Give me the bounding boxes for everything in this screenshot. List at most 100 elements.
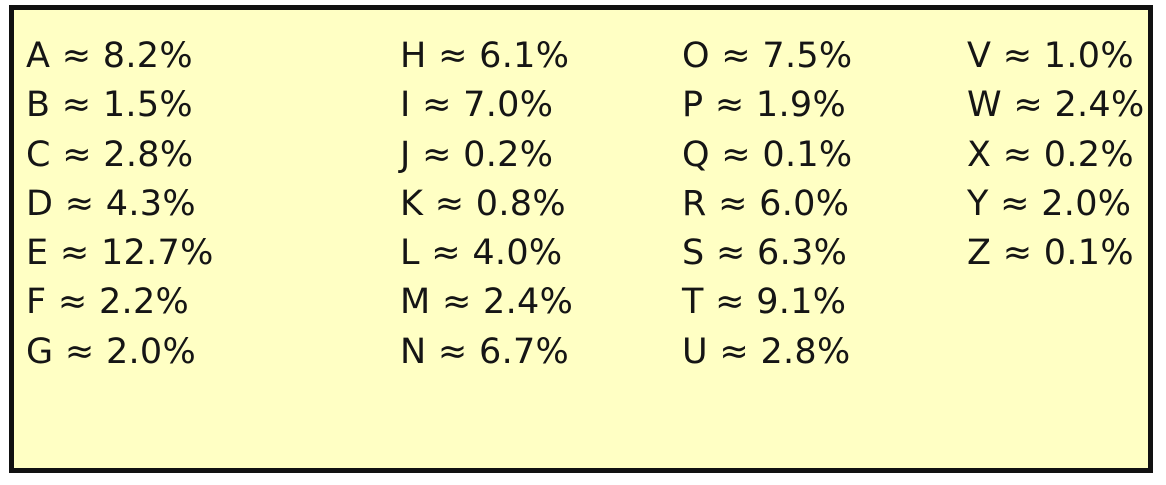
frequency-value: 2.2% xyxy=(98,282,190,323)
letter-label: E xyxy=(26,233,49,274)
approx-symbol: ≈ xyxy=(441,282,472,323)
frequency-column-v-z: V ≈ 1.0% W ≈ 2.4% X ≈ 0.2% Y ≈ 2.0% Z ≈ … xyxy=(967,24,1145,286)
letter-label: R xyxy=(682,183,707,224)
approx-symbol: ≈ xyxy=(1002,36,1033,76)
approx-symbol: ≈ xyxy=(64,331,95,372)
frequency-entry-y: Y ≈ 2.0% xyxy=(967,172,1145,237)
approx-symbol: ≈ xyxy=(62,134,92,175)
frequency-entry-e: E ≈ 12.7% xyxy=(26,221,214,286)
approx-symbol: ≈ xyxy=(422,85,452,126)
letter-label: P xyxy=(682,85,704,126)
approx-symbol: ≈ xyxy=(1002,134,1033,175)
frequency-value: 6.1% xyxy=(479,36,570,76)
letter-label: M xyxy=(400,282,431,323)
frequency-column-o-u: O ≈ 7.5% P ≈ 1.9% Q ≈ 0.1% R ≈ 6.0% S ≈ … xyxy=(682,24,853,385)
frequency-value: 6.0% xyxy=(759,183,850,224)
frequency-value: 0.2% xyxy=(463,134,554,175)
frequency-value: 9.1% xyxy=(756,282,847,323)
letter-label: T xyxy=(682,282,704,323)
approx-symbol: ≈ xyxy=(422,134,452,175)
frequency-value: 2.8% xyxy=(760,331,851,372)
frequency-value: 4.3% xyxy=(105,183,196,224)
approx-symbol: ≈ xyxy=(1013,85,1043,126)
letter-label: H xyxy=(400,36,427,76)
approx-symbol: ≈ xyxy=(57,282,88,323)
frequency-entry-a: A ≈ 8.2% xyxy=(26,24,214,89)
frequency-entry-b: B ≈ 1.5% xyxy=(26,73,214,138)
frequency-entry-g: G ≈ 2.0% xyxy=(26,320,214,385)
frequency-entry-n: N ≈ 6.7% xyxy=(400,320,573,385)
approx-symbol: ≈ xyxy=(437,331,468,372)
letter-label: V xyxy=(967,36,992,76)
frequency-entry-h: H ≈ 6.1% xyxy=(400,24,573,89)
frequency-value: 2.4% xyxy=(483,282,574,323)
frequency-value: 8.2% xyxy=(102,36,193,76)
letter-label: G xyxy=(26,331,54,372)
frequency-entry-z: Z ≈ 0.1% xyxy=(967,221,1145,286)
letter-label: D xyxy=(26,183,54,224)
letter-label: N xyxy=(400,331,427,372)
frequency-entry-x: X ≈ 0.2% xyxy=(967,123,1145,188)
frequency-value: 4.0% xyxy=(472,233,563,274)
letter-label: B xyxy=(26,85,51,126)
frequency-value: 12.7% xyxy=(100,233,214,274)
frequency-entry-t: T ≈ 9.1% xyxy=(682,270,853,335)
frequency-value: 2.8% xyxy=(103,134,194,175)
letter-frequency-panel: A ≈ 8.2% B ≈ 1.5% C ≈ 2.8% D ≈ 4.3% E ≈ … xyxy=(9,5,1153,473)
approx-symbol: ≈ xyxy=(721,36,751,76)
frequency-value: 0.1% xyxy=(1043,233,1134,274)
letter-label: F xyxy=(26,282,47,323)
frequency-value: 2.4% xyxy=(1054,85,1145,126)
frequency-column-h-n: H ≈ 6.1% I ≈ 7.0% J ≈ 0.2% K ≈ 0.8% L ≈ … xyxy=(400,24,573,385)
approx-symbol: ≈ xyxy=(719,331,749,372)
letter-label: S xyxy=(682,233,705,274)
frequency-value: 0.1% xyxy=(762,134,853,175)
frequency-value: 1.0% xyxy=(1043,36,1134,76)
letter-label: C xyxy=(26,134,51,175)
frequency-entry-f: F ≈ 2.2% xyxy=(26,270,214,335)
frequency-entry-w: W ≈ 2.4% xyxy=(967,73,1145,138)
letter-label: L xyxy=(400,233,420,274)
frequency-value: 0.2% xyxy=(1043,134,1134,175)
approx-symbol: ≈ xyxy=(718,183,748,224)
approx-symbol: ≈ xyxy=(431,233,461,274)
frequency-value: 6.7% xyxy=(479,331,570,372)
frequency-entry-s: S ≈ 6.3% xyxy=(682,221,853,286)
letter-label: X xyxy=(967,134,992,175)
letter-label: O xyxy=(682,36,710,76)
approx-symbol: ≈ xyxy=(438,36,468,76)
approx-symbol: ≈ xyxy=(721,134,751,175)
frequency-value: 7.0% xyxy=(463,85,554,126)
approx-symbol: ≈ xyxy=(64,183,95,224)
letter-label: U xyxy=(682,331,708,372)
frequency-value: 2.0% xyxy=(1041,183,1132,224)
frequency-value: 0.8% xyxy=(475,183,566,224)
letter-label: I xyxy=(400,85,411,126)
frequency-entry-m: M ≈ 2.4% xyxy=(400,270,573,335)
frequency-entry-d: D ≈ 4.3% xyxy=(26,172,214,237)
approx-symbol: ≈ xyxy=(61,85,92,126)
frequency-entry-r: R ≈ 6.0% xyxy=(682,172,853,237)
frequency-value: 1.9% xyxy=(755,85,847,126)
approx-symbol: ≈ xyxy=(715,282,745,323)
frequency-entry-p: P ≈ 1.9% xyxy=(682,73,853,138)
letter-label: Y xyxy=(967,183,989,224)
frequency-entry-u: U ≈ 2.8% xyxy=(682,320,853,385)
frequency-entry-q: Q ≈ 0.1% xyxy=(682,123,853,188)
frequency-entry-c: C ≈ 2.8% xyxy=(26,123,214,188)
letter-label: A xyxy=(26,36,51,76)
letter-label: J xyxy=(400,134,411,175)
letter-label: Q xyxy=(682,134,710,175)
letter-label: Z xyxy=(967,233,992,274)
frequency-entry-j: J ≈ 0.2% xyxy=(400,123,573,188)
frequency-entry-v: V ≈ 1.0% xyxy=(967,24,1145,89)
approx-symbol: ≈ xyxy=(714,85,745,126)
approx-symbol: ≈ xyxy=(434,183,465,224)
frequency-entry-k: K ≈ 0.8% xyxy=(400,172,573,237)
frequency-entry-o: O ≈ 7.5% xyxy=(682,24,853,89)
frequency-value: 2.0% xyxy=(105,331,197,372)
frequency-entry-i: I ≈ 7.0% xyxy=(400,73,573,138)
approx-symbol: ≈ xyxy=(715,233,746,274)
frequency-value: 7.5% xyxy=(762,36,853,76)
frequency-column-a-g: A ≈ 8.2% B ≈ 1.5% C ≈ 2.8% D ≈ 4.3% E ≈ … xyxy=(26,24,214,385)
